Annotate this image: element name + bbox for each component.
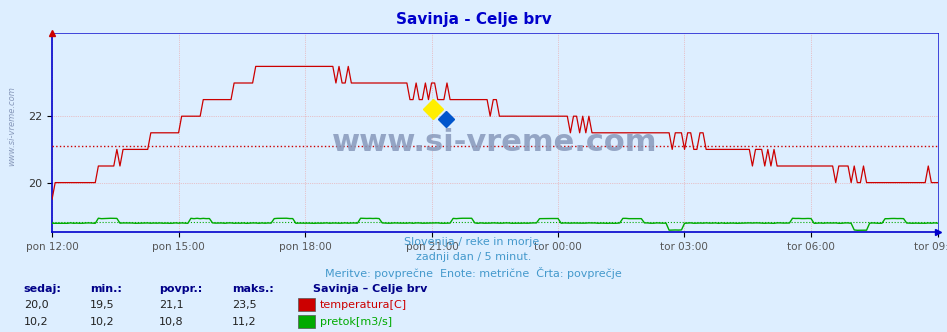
Text: temperatura[C]: temperatura[C] bbox=[320, 300, 407, 310]
Text: www.si-vreme.com: www.si-vreme.com bbox=[7, 86, 16, 166]
Text: 10,8: 10,8 bbox=[159, 317, 184, 327]
Text: Savinja – Celje brv: Savinja – Celje brv bbox=[313, 284, 427, 294]
Text: 23,5: 23,5 bbox=[232, 300, 257, 310]
Text: Slovenija / reke in morje.: Slovenija / reke in morje. bbox=[404, 237, 543, 247]
Text: www.si-vreme.com: www.si-vreme.com bbox=[332, 128, 657, 157]
Text: min.:: min.: bbox=[90, 284, 122, 294]
Text: 20,0: 20,0 bbox=[24, 300, 48, 310]
Text: 11,2: 11,2 bbox=[232, 317, 257, 327]
Text: povpr.:: povpr.: bbox=[159, 284, 203, 294]
Text: Savinja - Celje brv: Savinja - Celje brv bbox=[396, 12, 551, 27]
Text: pretok[m3/s]: pretok[m3/s] bbox=[320, 317, 392, 327]
Text: zadnji dan / 5 minut.: zadnji dan / 5 minut. bbox=[416, 252, 531, 262]
Text: maks.:: maks.: bbox=[232, 284, 274, 294]
Text: sedaj:: sedaj: bbox=[24, 284, 62, 294]
Text: 21,1: 21,1 bbox=[159, 300, 184, 310]
Text: 19,5: 19,5 bbox=[90, 300, 115, 310]
Text: 10,2: 10,2 bbox=[24, 317, 48, 327]
Text: Meritve: povprečne  Enote: metrične  Črta: povprečje: Meritve: povprečne Enote: metrične Črta:… bbox=[325, 267, 622, 279]
Text: 10,2: 10,2 bbox=[90, 317, 115, 327]
